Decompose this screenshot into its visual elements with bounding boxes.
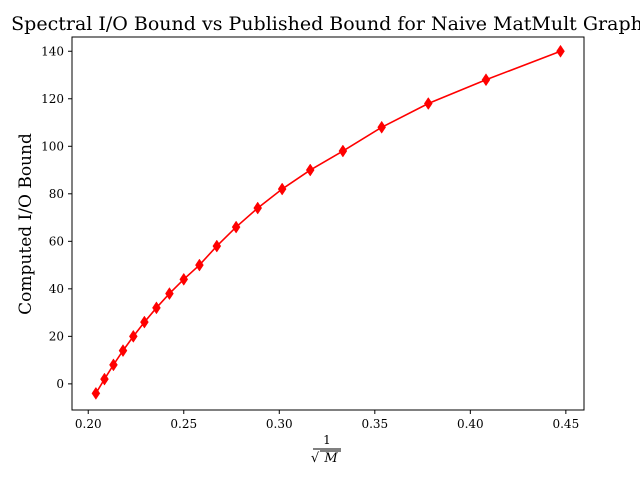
data-point-marker <box>231 220 241 234</box>
data-point-marker <box>305 163 315 177</box>
data-point-marker <box>165 287 174 301</box>
y-tick-label: 100 <box>41 139 64 153</box>
x-axis-ticks: 0.20 0.25 0.30 0.35 0.40 0.45 <box>75 410 579 431</box>
data-point-marker <box>100 372 109 386</box>
y-tick-label: 80 <box>49 187 64 201</box>
data-point-marker <box>338 144 348 158</box>
y-tick-label: 140 <box>41 44 64 58</box>
y-tick-label: 0 <box>56 377 64 391</box>
x-tick-label: 0.35 <box>361 417 388 431</box>
data-point-marker <box>179 272 189 286</box>
y-tick-label: 40 <box>49 282 64 296</box>
x-axis-label: 1 √ M <box>311 433 341 466</box>
x-tick-label: 0.30 <box>266 417 293 431</box>
data-point-marker <box>140 315 149 329</box>
y-axis-label: Computed I/O Bound <box>16 133 36 315</box>
series-markers <box>91 44 565 400</box>
data-point-marker <box>109 358 118 372</box>
data-point-marker <box>91 386 101 400</box>
data-point-marker <box>253 201 262 215</box>
data-point-marker <box>129 329 138 343</box>
data-point-marker <box>152 301 161 315</box>
data-point-marker <box>556 44 565 58</box>
plot-area-frame <box>71 36 585 411</box>
x-tick-label: 0.45 <box>552 417 579 431</box>
data-point-marker <box>118 344 128 358</box>
x-tick-label: 0.40 <box>457 417 484 431</box>
chart-title: Spectral I/O Bound vs Published Bound fo… <box>11 13 640 35</box>
y-axis-ticks: 0 20 40 60 80 100 120 140 <box>41 44 72 391</box>
data-point-marker <box>277 182 287 196</box>
x-axis-label-radical: √ <box>311 451 320 466</box>
y-tick-label: 20 <box>49 329 64 343</box>
x-tick-label: 0.20 <box>75 417 102 431</box>
y-tick-label: 120 <box>41 92 64 106</box>
x-axis-label-denominator: M <box>323 451 338 466</box>
data-point-marker <box>195 258 204 272</box>
data-point-marker <box>481 73 491 87</box>
data-point-marker <box>423 97 433 110</box>
y-tick-label: 60 <box>49 234 64 248</box>
x-tick-label: 0.25 <box>170 417 197 431</box>
series-line <box>95 50 561 394</box>
data-point-marker <box>212 239 222 253</box>
data-point-marker <box>377 120 386 134</box>
x-axis-label-numerator: 1 <box>323 433 331 447</box>
